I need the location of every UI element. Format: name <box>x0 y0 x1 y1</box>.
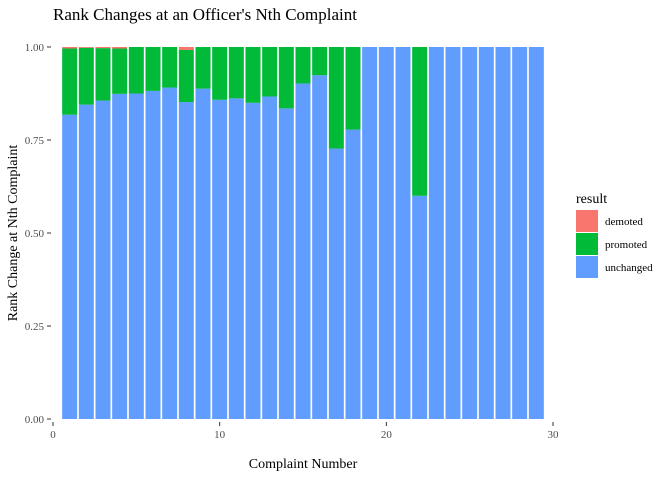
bar-promoted-22 <box>412 47 428 196</box>
bar-unchanged-26 <box>478 47 494 419</box>
bar-promoted-17 <box>328 47 344 149</box>
bar-promoted-6 <box>145 47 161 91</box>
bar-promoted-3 <box>95 48 111 101</box>
bar-unchanged-9 <box>195 88 211 419</box>
bar-promoted-7 <box>162 47 178 88</box>
bar-unchanged-18 <box>345 129 361 419</box>
bar-unchanged-23 <box>428 47 444 419</box>
bar-unchanged-29 <box>528 47 544 419</box>
y-axis: 0.00 0.25 0.50 0.75 1.00 <box>25 42 51 426</box>
bar-unchanged-6 <box>145 90 161 420</box>
bar-promoted-16 <box>312 47 328 76</box>
x-tick-label: 30 <box>548 429 560 441</box>
x-axis-title: Complaint Number <box>249 457 358 472</box>
bar-unchanged-7 <box>162 87 178 420</box>
bar-unchanged-4 <box>112 93 128 420</box>
bar-unchanged-12 <box>245 102 261 420</box>
bar-unchanged-28 <box>512 47 528 419</box>
y-tick-label: 0.50 <box>25 228 45 240</box>
y-tick-label: 0.00 <box>25 414 45 426</box>
bar-unchanged-21 <box>395 47 411 419</box>
bar-unchanged-20 <box>378 47 394 419</box>
x-axis: 0 10 20 30 <box>50 422 559 441</box>
legend-key-unchanged <box>576 256 598 278</box>
bar-unchanged-17 <box>328 148 344 419</box>
bar-unchanged-22 <box>412 195 428 419</box>
bar-promoted-15 <box>295 47 311 84</box>
bar-promoted-2 <box>78 47 94 105</box>
x-tick-label: 10 <box>214 429 226 441</box>
bar-promoted-13 <box>262 47 278 97</box>
legend-key-demoted <box>576 210 598 232</box>
bar-promoted-8 <box>178 49 194 103</box>
bar-demoted-8 <box>178 47 194 50</box>
bar-unchanged-1 <box>62 114 78 419</box>
y-tick-label: 1.00 <box>25 42 45 54</box>
bar-unchanged-11 <box>228 98 244 419</box>
legend-title: result <box>576 192 607 207</box>
y-axis-title: Rank Change at Nth Complaint <box>6 145 21 322</box>
bar-unchanged-24 <box>445 47 461 419</box>
bar-unchanged-3 <box>95 100 111 419</box>
bar-promoted-5 <box>128 47 144 94</box>
bar-unchanged-19 <box>362 47 378 419</box>
bar-unchanged-15 <box>295 83 311 420</box>
bar-unchanged-16 <box>312 75 328 420</box>
legend-label-demoted: demoted <box>605 216 643 228</box>
bar-demoted-2 <box>78 47 94 48</box>
bar-unchanged-8 <box>178 102 194 419</box>
bar-promoted-10 <box>212 47 228 100</box>
bar-demoted-3 <box>95 47 111 49</box>
legend-label-unchanged: unchanged <box>605 262 653 274</box>
bar-unchanged-25 <box>462 47 478 419</box>
bar-promoted-9 <box>195 47 211 89</box>
bar-unchanged-27 <box>495 47 511 419</box>
bar-demoted-4 <box>112 47 128 49</box>
bar-promoted-12 <box>245 47 261 103</box>
bar-unchanged-14 <box>278 108 294 419</box>
bar-unchanged-5 <box>128 93 144 419</box>
y-tick-label: 0.25 <box>25 321 45 333</box>
bar-unchanged-2 <box>78 104 94 419</box>
legend-key-promoted <box>576 233 598 255</box>
y-tick-label: 0.75 <box>25 135 45 147</box>
bar-demoted-1 <box>62 47 78 49</box>
bar-promoted-11 <box>228 47 244 99</box>
x-tick-label: 0 <box>50 429 56 441</box>
chart-title: Rank Changes at an Officer's Nth Complai… <box>53 5 357 24</box>
bar-promoted-14 <box>278 47 294 109</box>
legend: result demoted promoted unchanged <box>576 192 653 278</box>
bar-unchanged-10 <box>212 99 228 419</box>
bar-promoted-18 <box>345 47 361 130</box>
bar-promoted-1 <box>62 48 78 115</box>
x-tick-label: 20 <box>381 429 393 441</box>
bar-unchanged-13 <box>262 96 278 419</box>
legend-label-promoted: promoted <box>605 239 648 251</box>
bars-layer <box>62 47 544 420</box>
bar-promoted-4 <box>112 48 128 94</box>
